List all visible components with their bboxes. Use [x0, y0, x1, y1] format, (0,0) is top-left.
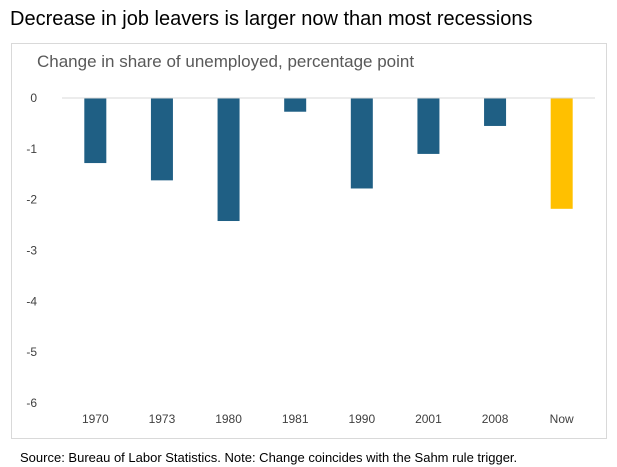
- bar-1990: [350, 98, 373, 189]
- bar-series: [84, 98, 573, 222]
- y-tick-label: -6: [26, 396, 37, 410]
- chart-title: Decrease in job leavers is larger now th…: [10, 8, 533, 30]
- x-tick-label: 1981: [282, 412, 309, 426]
- x-tick-label: 2008: [482, 412, 509, 426]
- bar-1970: [84, 98, 107, 164]
- chart-frame: [11, 43, 607, 439]
- x-tick-label: Now: [550, 412, 574, 426]
- bar-2001: [417, 98, 440, 154]
- bar-1973: [150, 98, 173, 181]
- y-tick-label: -4: [26, 294, 37, 308]
- source-note: Source: Bureau of Labor Statistics. Note…: [20, 450, 518, 465]
- bar-1980: [217, 98, 240, 222]
- bar-1981: [284, 98, 307, 112]
- x-axis: 1970 1973 1980 1981 1990 2001 2008 Now: [82, 412, 574, 426]
- bar-2008: [484, 98, 507, 126]
- y-tick-label: -3: [26, 244, 37, 258]
- x-tick-label: 1973: [149, 412, 176, 426]
- x-tick-label: 1980: [215, 412, 242, 426]
- y-tick-label: 0: [30, 91, 37, 105]
- y-axis: 0 -1 -2 -3 -4 -5 -6: [26, 91, 37, 410]
- x-tick-label: 1990: [348, 412, 375, 426]
- y-tick-label: -5: [26, 345, 37, 359]
- x-tick-label: 1970: [82, 412, 109, 426]
- y-tick-label: -2: [26, 193, 37, 207]
- x-tick-label: 2001: [415, 412, 442, 426]
- chart-subtitle: Change in share of unemployed, percentag…: [37, 52, 415, 71]
- y-tick-label: -1: [26, 142, 37, 156]
- bar-now: [550, 98, 573, 209]
